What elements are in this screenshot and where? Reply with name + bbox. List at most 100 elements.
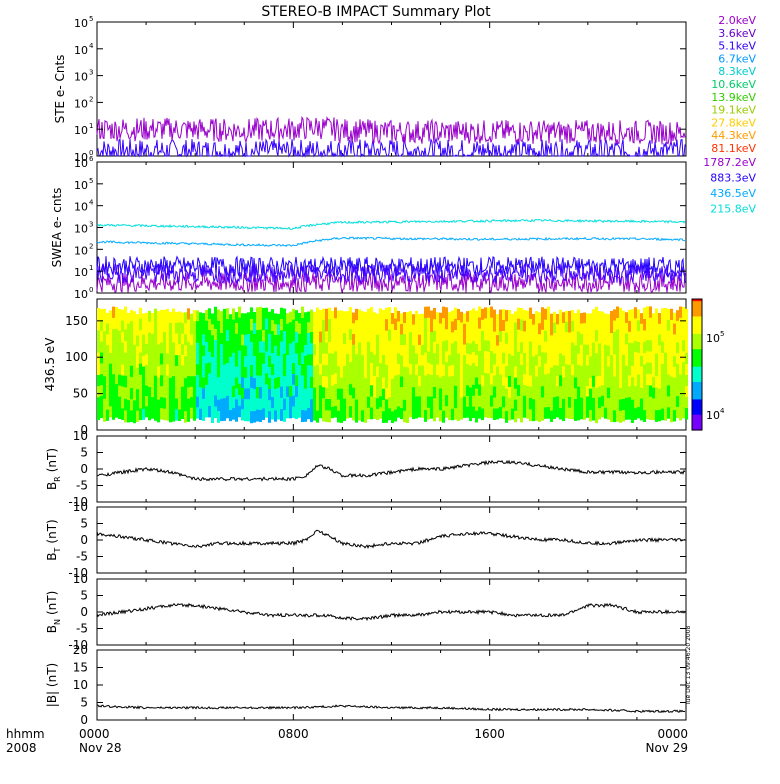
spectrogram-cell: [121, 309, 124, 322]
spectrogram-cell: [124, 398, 127, 411]
spectrogram-cell: [451, 386, 454, 399]
spectrogram-cell: [148, 387, 151, 399]
spectrogram-cell: [157, 388, 160, 401]
ste-energy-legend: 2.0keV3.6keV5.1keV6.7keV8.3keV10.6keV13.…: [711, 14, 756, 155]
spectrogram-cell: [307, 343, 310, 355]
spectrogram-cell: [568, 310, 571, 323]
spectrogram-cell: [514, 388, 517, 401]
colorbar-segment: [692, 299, 702, 302]
spectrogram-cell: [145, 364, 148, 376]
spectrogram-cell: [607, 335, 610, 347]
spectrogram-cell: [586, 375, 589, 387]
spectrogram-cell: [313, 409, 316, 421]
colorbar-frame: [691, 298, 703, 431]
spectrogram-cell: [685, 341, 688, 354]
spectrogram-cell: [103, 409, 106, 422]
plot-timestamp: Tue Dec 13 09:46:20 2008: [685, 625, 692, 706]
spectrogram-cell: [103, 376, 106, 389]
spectrogram-cell: [169, 322, 172, 335]
spectrogram-cell: [220, 409, 223, 422]
spectrogram-cell: [505, 366, 508, 378]
spectrogram-cell: [106, 355, 109, 368]
spectrogram-cell: [364, 367, 367, 379]
spectrogram-cell: [445, 362, 448, 374]
spectrogram-cell: [340, 377, 343, 390]
spectrogram-cell: [586, 365, 589, 377]
spectrogram-cell: [154, 386, 157, 399]
spectrogram-cell: [304, 399, 307, 411]
spectrogram-cell: [682, 362, 685, 374]
spectrogram-cell: [526, 332, 529, 344]
spectrogram-cell: [682, 340, 685, 352]
spectrogram-cell: [403, 355, 406, 368]
spectrogram-cell: [205, 320, 208, 332]
spectrogram-cell: [427, 329, 430, 341]
spectrogram-cell: [319, 320, 322, 333]
spectrogram-cell: [265, 351, 268, 363]
spectrogram-cell: [352, 376, 355, 389]
spectrogram-cell: [157, 410, 160, 423]
spectrogram-cell: [313, 311, 316, 324]
spectrogram-cell: [604, 365, 607, 377]
spectrogram-cell: [340, 411, 343, 423]
ste-counts-plot: [96, 115, 686, 158]
spectrogram-cell: [178, 365, 181, 378]
spectrogram-cell: [613, 354, 616, 366]
spectrogram-cell: [199, 365, 202, 378]
series-line-2.0keV: [96, 115, 686, 145]
spectrogram-cell: [391, 367, 394, 380]
spectrogram-cell: [451, 321, 454, 333]
spectrogram-cell: [394, 386, 397, 399]
spectrogram-cell: [175, 398, 178, 410]
spectrogram-cell: [349, 384, 352, 396]
spectrogram-cell: [637, 331, 640, 343]
spectrogram-cell: [487, 384, 490, 396]
spectrogram-cell: [571, 353, 574, 365]
spectrogram-cell: [133, 400, 136, 413]
spectrogram-cell: [469, 332, 472, 344]
colorbar-segment: [692, 355, 702, 359]
spectrogram-cell: [157, 311, 160, 323]
spectrogram-cell: [457, 353, 460, 366]
spectrogram-cell: [661, 341, 664, 354]
spectrogram-cell: [535, 311, 538, 323]
spectrogram-cell: [484, 351, 487, 363]
spectrogram-cell: [382, 321, 385, 333]
spectrogram-cell: [511, 408, 514, 420]
spectrogram-cell: [388, 397, 391, 409]
spectrogram-cell: [400, 323, 403, 335]
spectrogram-cell: [403, 312, 406, 324]
spectrogram-cell: [148, 310, 151, 323]
spectrogram-cell: [283, 376, 286, 388]
spectrogram-cell: [511, 366, 514, 378]
spectrogram-cell: [463, 344, 466, 356]
spectrogram-cell: [583, 408, 586, 420]
spectrogram-cell: [241, 323, 244, 336]
spectrogram-cell: [532, 356, 535, 368]
spectrogram-cell: [133, 367, 136, 379]
spectrogram-cell: [532, 388, 535, 400]
spectrogram-cell: [619, 387, 622, 400]
spectrogram-cell: [409, 395, 412, 407]
spectrogram-cell: [334, 329, 337, 341]
spectrogram-cell: [244, 324, 247, 336]
spectrogram-cell: [406, 378, 409, 390]
spectrogram-cell: [394, 352, 397, 365]
spectrogram-cell: [409, 311, 412, 323]
y-tick-label: 10: [74, 201, 88, 214]
spectrogram-cell: [184, 334, 187, 346]
spectrogram-cell: [247, 334, 250, 346]
spectrogram-cell: [202, 334, 205, 346]
spectrogram-cell: [649, 306, 652, 319]
spectrogram-cell: [244, 313, 247, 325]
spectrogram-cell: [103, 331, 106, 344]
spectrogram-cell: [568, 364, 571, 376]
colorbar-segment: [692, 403, 702, 407]
swea-legend-entry: 1787.2eV: [703, 156, 756, 169]
spectrogram-cell: [331, 310, 334, 322]
y-label-subscript: T: [53, 547, 62, 553]
y-tick-exponent: 2: [89, 242, 93, 250]
spectrogram-cell: [445, 318, 448, 330]
spectrogram-cell: [412, 387, 415, 399]
